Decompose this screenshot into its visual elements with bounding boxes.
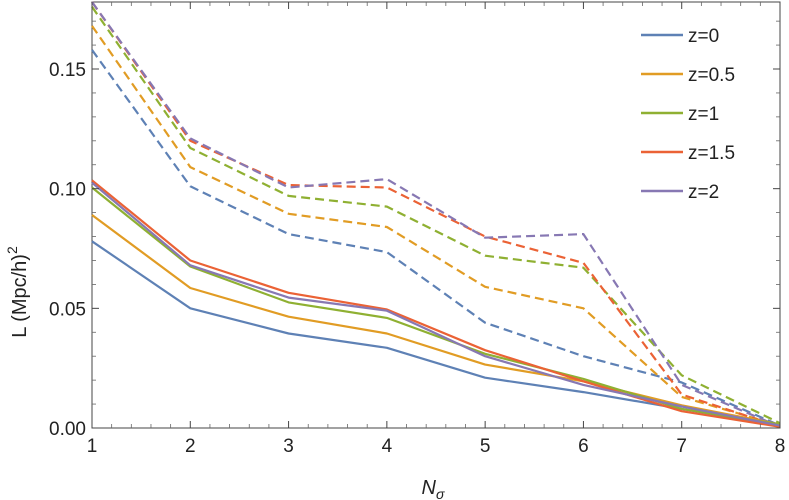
- legend-label: z=1: [688, 104, 719, 125]
- series-line-dashed-9: [91, 1, 781, 428]
- ticks-layer: 1 2 3 4 5 6 7 8 0.00 0.05 0.10 0.15: [49, 2, 785, 457]
- y-tick-label: 0.15: [49, 60, 86, 81]
- x-tick-label: 3: [283, 436, 294, 457]
- legend: z=0 z=0.5 z=1 z=1.5 z=2: [641, 26, 735, 203]
- legend-label: z=0: [688, 26, 719, 47]
- series-line-solid-3: [91, 179, 781, 428]
- y-axis-label-text: L (Mpc/h): [9, 254, 31, 338]
- plot-border: [91, 1, 781, 429]
- legend-label: z=0.5: [688, 65, 735, 86]
- x-tick-label: 7: [676, 436, 687, 457]
- x-axis-label: Nσ: [422, 477, 445, 500]
- series-line-dashed-6: [91, 25, 781, 427]
- legend-label: z=1.5: [688, 143, 735, 164]
- x-tick-label: 8: [775, 436, 786, 457]
- x-tick-label: 4: [382, 436, 393, 457]
- x-axis-label-text: N: [422, 477, 437, 499]
- x-axis-label-subscript: σ: [436, 486, 445, 500]
- x-tick-label: 5: [480, 436, 491, 457]
- series-line-solid-4: [91, 181, 781, 427]
- y-tick-label: 0.05: [49, 299, 86, 320]
- series-layer: [91, 1, 781, 428]
- x-tick-label: 1: [87, 436, 98, 457]
- y-axis-label-superscript: 2: [4, 246, 20, 254]
- x-tick-label: 2: [185, 436, 196, 457]
- series-line-dashed-7: [91, 6, 781, 425]
- legend-label: z=2: [688, 182, 719, 203]
- series-line-dashed-8: [91, 1, 781, 428]
- series-line-solid-1: [91, 214, 781, 426]
- series-line-dashed-5: [91, 49, 781, 427]
- y-tick-label: 0.10: [49, 180, 86, 201]
- y-tick-label: 0.00: [49, 419, 86, 440]
- plot-frame: [91, 1, 781, 429]
- x-tick-label: 6: [578, 436, 589, 457]
- y-axis-label: L (Mpc/h)2: [4, 246, 31, 338]
